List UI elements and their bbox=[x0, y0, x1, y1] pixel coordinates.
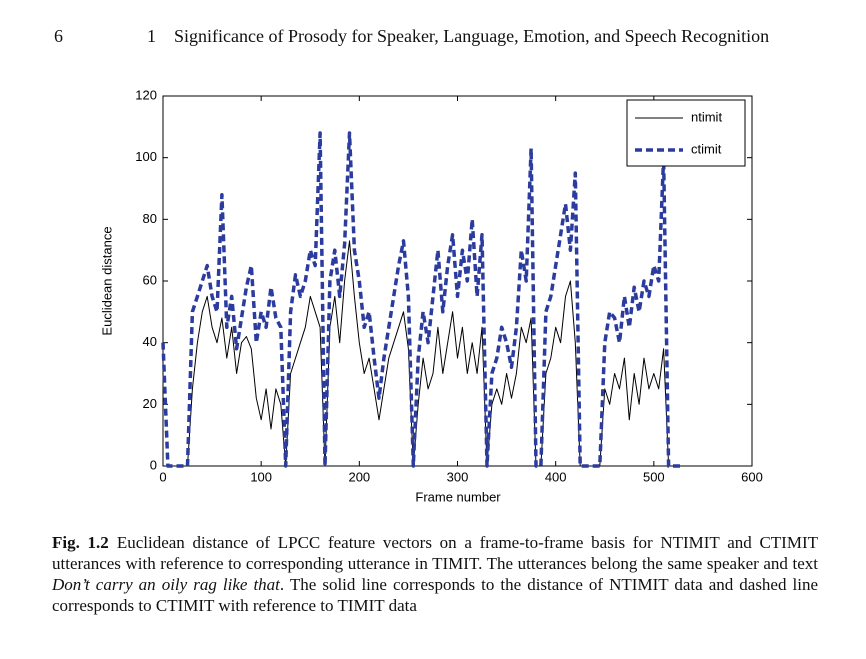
legend-box bbox=[626, 99, 746, 167]
x-tick-label: 100 bbox=[250, 469, 272, 484]
y-tick-label: 20 bbox=[143, 396, 157, 411]
caption: Fig. 1.2 Euclidean distance of LPCC featu… bbox=[52, 532, 818, 616]
y-axis-label: Euclidean distance bbox=[99, 226, 114, 335]
caption-label: Fig. 1.2 bbox=[52, 533, 109, 552]
chapter-number: 1 bbox=[147, 26, 156, 46]
legend-label: ntimit bbox=[691, 109, 722, 124]
page-number: 6 bbox=[54, 26, 63, 46]
x-tick-label: 400 bbox=[545, 469, 567, 484]
x-tick-label: 600 bbox=[741, 469, 763, 484]
y-tick-label: 0 bbox=[150, 457, 157, 472]
x-tick-label: 0 bbox=[159, 469, 166, 484]
caption-italic: Don’t carry an oily rag like that bbox=[52, 575, 280, 594]
running-title: Significance of Prosody for Speaker, Lan… bbox=[174, 26, 770, 46]
x-tick-label: 200 bbox=[348, 469, 370, 484]
x-axis-label: Frame number bbox=[415, 489, 501, 504]
x-tick-label: 500 bbox=[643, 469, 665, 484]
y-tick-label: 80 bbox=[143, 211, 157, 226]
y-tick-label: 120 bbox=[135, 87, 157, 102]
x-tick-label: 300 bbox=[447, 469, 469, 484]
y-tick-label: 40 bbox=[143, 334, 157, 349]
caption-text: . The solid line corresponds to the dist… bbox=[52, 575, 819, 615]
legend-label: ctimit bbox=[691, 141, 722, 156]
chart: Frame number Euclidean distance 0 100 200 3… bbox=[99, 87, 763, 504]
y-tick-label: 100 bbox=[135, 149, 157, 164]
y-tick-label: 60 bbox=[143, 272, 157, 287]
line-series bbox=[161, 131, 684, 468]
caption-text: Euclidean distance of LPCC feature vecto… bbox=[52, 533, 818, 573]
line-series bbox=[163, 240, 684, 467]
